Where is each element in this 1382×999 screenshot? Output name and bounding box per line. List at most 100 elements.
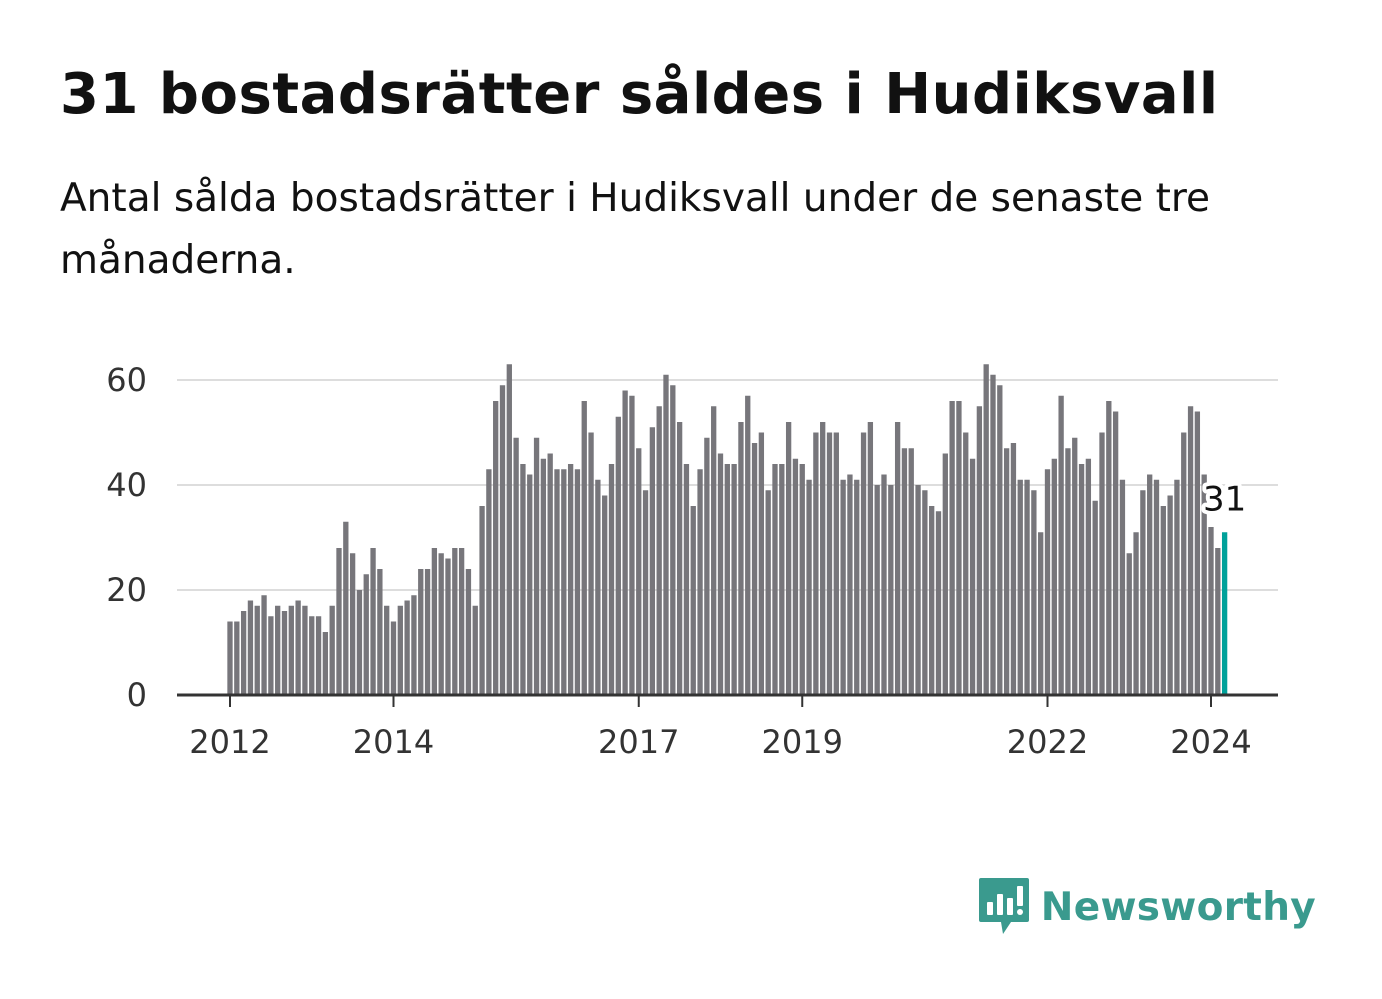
bar (1099, 432, 1105, 695)
bar (1181, 432, 1187, 695)
bar (581, 401, 587, 695)
y-tick-label: 0 (127, 676, 147, 714)
bar (670, 385, 676, 695)
bar (724, 464, 730, 695)
bar (1208, 527, 1214, 695)
bar (642, 490, 649, 695)
bar (588, 432, 594, 695)
chart-subtitle: Antal sålda bostadsrätter i Hudiksvall u… (60, 176, 1211, 283)
bar (731, 464, 737, 695)
bar (683, 464, 690, 695)
bar (533, 437, 540, 695)
bar (1187, 406, 1194, 695)
bar (976, 406, 983, 695)
bar (397, 605, 403, 695)
bar (765, 490, 771, 695)
bar (411, 595, 417, 695)
bar (745, 395, 751, 695)
bar (479, 506, 485, 695)
bar-chart: 0 20 40 60 2012 2014 2017 2019 2022 2024 31 (106, 361, 1278, 761)
bar (275, 605, 281, 695)
bar (227, 621, 233, 695)
bar (751, 443, 758, 695)
bar (343, 521, 349, 695)
bar (356, 590, 363, 695)
bar (234, 621, 240, 695)
bar (785, 422, 792, 695)
bar (322, 632, 329, 695)
newsworthy-brand: Newsworthy (977, 876, 1316, 938)
bar (656, 406, 662, 695)
x-tick-label: 2017 (598, 723, 679, 761)
bar (418, 569, 424, 695)
bar (615, 416, 621, 695)
x-tick-label: 2024 (1170, 723, 1251, 761)
last-value-label: 31 (1203, 479, 1246, 519)
brand-name: Newsworthy (1040, 884, 1316, 930)
bar (792, 458, 799, 695)
bar (465, 569, 472, 695)
bar (574, 469, 581, 695)
bar (1024, 479, 1030, 695)
bar (384, 605, 390, 695)
bar (874, 485, 880, 695)
bar (1160, 506, 1166, 695)
y-tick-label: 60 (106, 361, 147, 399)
bar-highlighted (1221, 532, 1228, 695)
bar (711, 406, 717, 695)
bar (922, 490, 928, 695)
bar (956, 401, 962, 695)
bar (268, 616, 274, 695)
bar (929, 506, 935, 695)
bar (799, 464, 805, 695)
bar (261, 595, 267, 695)
bar (1112, 411, 1119, 695)
bar (833, 432, 839, 695)
bar (431, 548, 438, 695)
bar (445, 558, 451, 695)
bar (1078, 464, 1085, 695)
bar (1194, 411, 1201, 695)
bar (826, 432, 833, 695)
bar (452, 548, 458, 695)
bar (704, 437, 710, 695)
bar (963, 432, 969, 695)
bar (806, 479, 812, 695)
bar (663, 374, 669, 695)
x-tick-label: 2019 (762, 723, 843, 761)
bar (622, 390, 628, 695)
bar (506, 364, 512, 695)
bar (404, 600, 410, 695)
bar (561, 469, 567, 695)
bar (894, 422, 901, 695)
bar (1140, 490, 1146, 695)
bar (547, 453, 553, 695)
bar (370, 548, 376, 695)
bar (309, 616, 315, 695)
bar (860, 432, 867, 695)
bar (315, 616, 322, 695)
bar (336, 548, 342, 695)
bar (690, 506, 696, 695)
bar (424, 569, 431, 695)
bar (1215, 548, 1221, 695)
x-tick-label: 2022 (1007, 723, 1088, 761)
bar (240, 611, 247, 695)
bar (840, 479, 846, 695)
bar (438, 553, 444, 695)
bar (1058, 395, 1064, 695)
bar (254, 605, 260, 695)
bar (1147, 474, 1153, 695)
bar (554, 469, 560, 695)
bar (915, 485, 921, 695)
bar (1010, 443, 1017, 695)
bar (983, 364, 989, 695)
bar (901, 448, 908, 695)
bar (540, 458, 547, 695)
bar (493, 401, 499, 695)
chart-title: 31 bostadsrätter såldes i Hudiksvall (60, 62, 1219, 127)
bar (813, 432, 819, 695)
bar (458, 548, 465, 695)
bar (1065, 448, 1071, 695)
x-tick-label: 2012 (189, 723, 270, 761)
